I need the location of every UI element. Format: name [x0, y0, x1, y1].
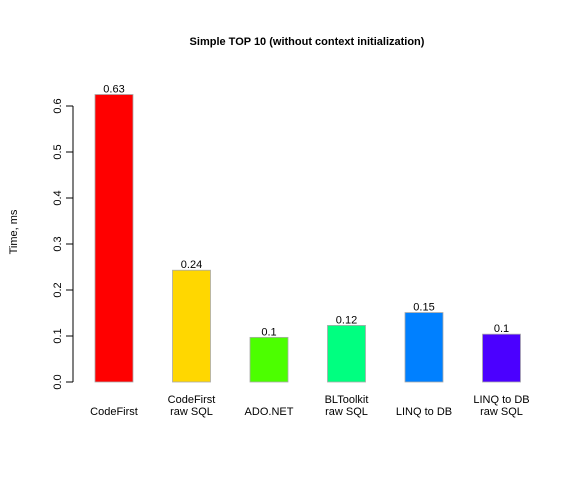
data-label: 0.1 — [494, 323, 509, 335]
y-tick-label: 0.6 — [52, 98, 64, 113]
y-axis-label: Time, ms — [8, 209, 20, 254]
category-label: CodeFirst — [168, 394, 216, 406]
data-labels: 0.63 0.24 0.1 0.12 0.15 0.1 — [103, 84, 509, 339]
category-label: ADO.NET — [245, 406, 294, 418]
category-label: BLToolkit — [325, 394, 369, 406]
y-tick-label: 0.5 — [52, 144, 64, 159]
y-tick-label: 0.3 — [52, 236, 64, 251]
bar — [249, 336, 289, 383]
category-label: LINQ to DB — [473, 394, 529, 406]
data-label: 0.24 — [181, 259, 202, 271]
bar — [172, 269, 211, 383]
category-label: CodeFirst — [90, 406, 138, 418]
bar — [94, 94, 134, 383]
bars — [94, 94, 521, 383]
data-label: 0.15 — [413, 302, 434, 314]
data-label: 0.12 — [336, 314, 357, 326]
y-axis-ticks: 0.0 0.1 0.2 0.3 0.4 0.5 0.6 — [52, 98, 73, 390]
bar — [327, 325, 366, 383]
bar — [404, 312, 444, 383]
bar — [482, 333, 521, 383]
y-tick-label: 0.4 — [52, 190, 64, 205]
chart-title: Simple TOP 10 (without context initializ… — [190, 36, 425, 48]
y-tick-label: 0.2 — [52, 282, 64, 297]
y-tick-label: 0.1 — [52, 328, 64, 343]
category-label: LINQ to DB — [396, 406, 452, 418]
data-label: 0.63 — [103, 84, 124, 96]
category-label: raw SQL — [325, 406, 368, 418]
category-label: raw SQL — [170, 406, 213, 418]
y-tick-label: 0.0 — [52, 374, 64, 389]
category-label: raw SQL — [480, 406, 523, 418]
data-label: 0.1 — [261, 326, 276, 338]
